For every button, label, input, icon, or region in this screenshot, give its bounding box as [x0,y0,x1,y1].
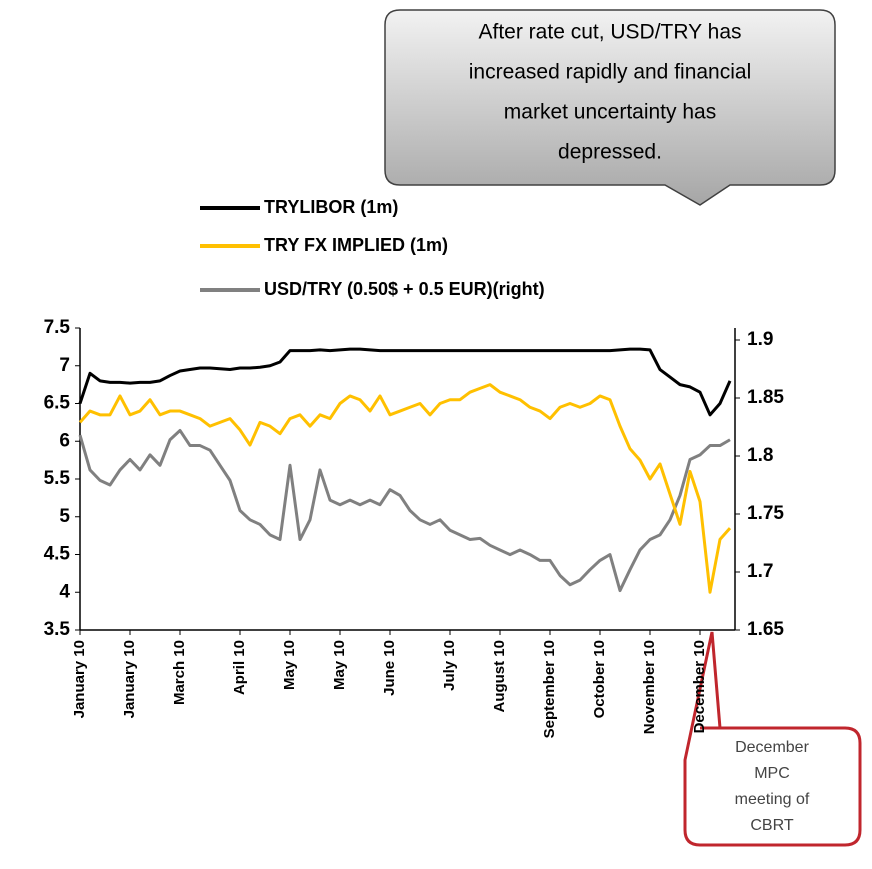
callout-top [384,9,836,206]
annotation-text: CBRT [750,817,793,834]
annotation-text: meeting of [735,791,810,808]
x-tick-label: May 10 [331,640,348,690]
series-line [78,347,732,417]
y-tick-label: 4 [59,581,70,602]
x-tick-label: September 10 [541,640,558,738]
x-tick-label: January 10 [71,640,88,718]
x-tick-label: November 10 [641,640,658,734]
series-line [78,428,731,593]
y-tick-label: 6.5 [44,393,71,414]
x-tick-label: December 10 [691,640,708,733]
legend-label: TRYLIBOR (1m) [264,197,398,217]
legend-label: USD/TRY (0.50$ + 0.5 EUR)(right) [264,279,545,299]
series-line [78,383,732,594]
x-tick-label: August 10 [491,640,508,713]
annotation-text: market uncertainty has [504,101,716,124]
y-tick-label: 5 [59,506,70,527]
y2-tick-label: 1.85 [747,387,784,408]
y-tick-label: 5.5 [44,468,71,489]
x-tick-label: January 10 [121,640,138,718]
x-tick-label: May 10 [281,640,298,690]
y-tick-label: 4.5 [44,544,71,565]
x-tick-label: June 10 [381,640,398,696]
annotation-text: increased rapidly and financial [469,61,752,84]
x-tick-label: April 10 [231,640,248,695]
y-tick-label: 7.5 [44,317,71,338]
y2-tick-label: 1.7 [747,561,773,582]
annotation-text: After rate cut, USD/TRY has [479,21,742,44]
y2-tick-label: 1.9 [747,329,773,350]
x-tick-label: October 10 [591,640,608,718]
x-tick-label: July 10 [441,640,458,691]
y2-tick-label: 1.8 [747,445,773,466]
annotation-text: depressed. [558,141,662,164]
x-tick-label: March 10 [171,640,188,705]
y2-tick-label: 1.75 [747,503,784,524]
callout-bottom [683,631,862,847]
y-tick-label: 3.5 [44,619,71,640]
annotation-text: December [735,739,809,756]
y-tick-label: 6 [59,430,70,451]
legend-label: TRY FX IMPLIED (1m) [264,235,448,255]
y-tick-label: 7 [59,355,70,376]
annotation-text: MPC [754,765,790,782]
y2-tick-label: 1.65 [747,619,784,640]
